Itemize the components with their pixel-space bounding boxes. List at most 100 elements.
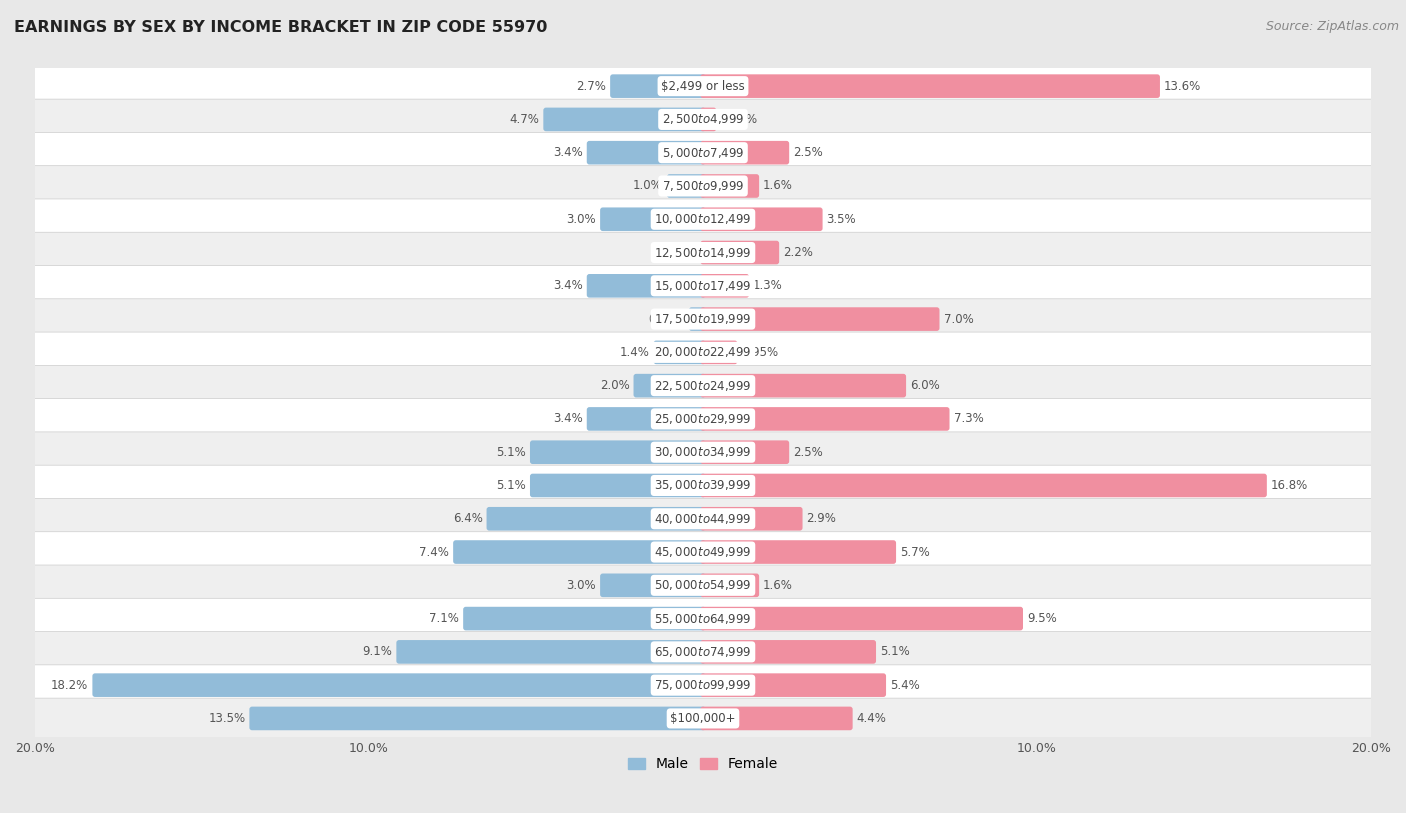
FancyBboxPatch shape	[30, 299, 1376, 339]
Text: 9.1%: 9.1%	[363, 646, 392, 659]
FancyBboxPatch shape	[30, 698, 1376, 739]
FancyBboxPatch shape	[30, 565, 1376, 606]
FancyBboxPatch shape	[700, 606, 1024, 630]
FancyBboxPatch shape	[700, 107, 717, 131]
Text: 1.3%: 1.3%	[754, 280, 783, 293]
Text: $15,000 to $17,499: $15,000 to $17,499	[654, 279, 752, 293]
Text: 2.7%: 2.7%	[576, 80, 606, 93]
FancyBboxPatch shape	[463, 606, 706, 630]
Text: 7.0%: 7.0%	[943, 312, 973, 325]
FancyBboxPatch shape	[30, 632, 1376, 672]
FancyBboxPatch shape	[30, 465, 1376, 506]
FancyBboxPatch shape	[30, 332, 1376, 372]
Text: $75,000 to $99,999: $75,000 to $99,999	[654, 678, 752, 692]
FancyBboxPatch shape	[700, 540, 896, 564]
Text: 13.5%: 13.5%	[208, 712, 246, 725]
FancyBboxPatch shape	[700, 441, 789, 464]
Text: 0.95%: 0.95%	[741, 346, 779, 359]
Text: 13.6%: 13.6%	[1164, 80, 1201, 93]
FancyBboxPatch shape	[93, 673, 706, 697]
FancyBboxPatch shape	[453, 540, 706, 564]
Text: 6.4%: 6.4%	[453, 512, 482, 525]
FancyBboxPatch shape	[530, 441, 706, 464]
FancyBboxPatch shape	[610, 74, 706, 98]
Text: $30,000 to $34,999: $30,000 to $34,999	[654, 446, 752, 459]
Text: 5.1%: 5.1%	[496, 479, 526, 492]
Text: $100,000+: $100,000+	[671, 712, 735, 725]
FancyBboxPatch shape	[666, 174, 706, 198]
Text: 3.4%: 3.4%	[553, 146, 582, 159]
Text: $12,500 to $14,999: $12,500 to $14,999	[654, 246, 752, 259]
Text: 18.2%: 18.2%	[51, 679, 89, 692]
Text: 7.4%: 7.4%	[419, 546, 449, 559]
FancyBboxPatch shape	[700, 407, 949, 431]
Text: 2.5%: 2.5%	[793, 446, 823, 459]
Text: 7.1%: 7.1%	[429, 612, 460, 625]
Text: 1.6%: 1.6%	[763, 180, 793, 193]
FancyBboxPatch shape	[700, 673, 886, 697]
FancyBboxPatch shape	[30, 532, 1376, 572]
FancyBboxPatch shape	[30, 166, 1376, 207]
Text: 1.6%: 1.6%	[763, 579, 793, 592]
Text: EARNINGS BY SEX BY INCOME BRACKET IN ZIP CODE 55970: EARNINGS BY SEX BY INCOME BRACKET IN ZIP…	[14, 20, 547, 35]
Text: 6.0%: 6.0%	[910, 379, 939, 392]
FancyBboxPatch shape	[30, 99, 1376, 140]
Text: $35,000 to $39,999: $35,000 to $39,999	[654, 479, 752, 493]
Text: $10,000 to $12,499: $10,000 to $12,499	[654, 212, 752, 226]
FancyBboxPatch shape	[600, 573, 706, 597]
FancyBboxPatch shape	[530, 474, 706, 498]
FancyBboxPatch shape	[30, 365, 1376, 406]
FancyBboxPatch shape	[700, 174, 759, 198]
Text: $20,000 to $22,499: $20,000 to $22,499	[654, 346, 752, 359]
Text: $55,000 to $64,999: $55,000 to $64,999	[654, 611, 752, 625]
Text: 2.5%: 2.5%	[793, 146, 823, 159]
Text: Source: ZipAtlas.com: Source: ZipAtlas.com	[1265, 20, 1399, 33]
FancyBboxPatch shape	[586, 274, 706, 298]
Text: $2,500 to $4,999: $2,500 to $4,999	[662, 112, 744, 127]
FancyBboxPatch shape	[30, 498, 1376, 539]
FancyBboxPatch shape	[30, 133, 1376, 173]
FancyBboxPatch shape	[586, 407, 706, 431]
FancyBboxPatch shape	[700, 507, 803, 531]
Text: 3.0%: 3.0%	[567, 579, 596, 592]
FancyBboxPatch shape	[30, 432, 1376, 472]
Text: $25,000 to $29,999: $25,000 to $29,999	[654, 412, 752, 426]
FancyBboxPatch shape	[30, 266, 1376, 307]
FancyBboxPatch shape	[249, 706, 706, 730]
FancyBboxPatch shape	[700, 640, 876, 663]
Text: 5.7%: 5.7%	[900, 546, 929, 559]
FancyBboxPatch shape	[700, 141, 789, 164]
FancyBboxPatch shape	[700, 274, 749, 298]
Text: 4.7%: 4.7%	[509, 113, 540, 126]
Legend: Male, Female: Male, Female	[623, 751, 783, 776]
Text: 3.4%: 3.4%	[553, 412, 582, 425]
Text: 3.0%: 3.0%	[567, 213, 596, 226]
FancyBboxPatch shape	[700, 74, 1160, 98]
Text: $65,000 to $74,999: $65,000 to $74,999	[654, 645, 752, 659]
Text: 3.4%: 3.4%	[553, 280, 582, 293]
Text: $5,000 to $7,499: $5,000 to $7,499	[662, 146, 744, 159]
Text: 1.4%: 1.4%	[620, 346, 650, 359]
FancyBboxPatch shape	[700, 706, 852, 730]
FancyBboxPatch shape	[543, 107, 706, 131]
Text: $7,500 to $9,999: $7,500 to $9,999	[662, 179, 744, 193]
FancyBboxPatch shape	[30, 233, 1376, 273]
Text: 5.1%: 5.1%	[880, 646, 910, 659]
FancyBboxPatch shape	[600, 207, 706, 231]
FancyBboxPatch shape	[30, 199, 1376, 240]
FancyBboxPatch shape	[700, 207, 823, 231]
FancyBboxPatch shape	[700, 307, 939, 331]
FancyBboxPatch shape	[700, 374, 905, 398]
Text: 0.0%: 0.0%	[666, 246, 696, 259]
Text: $40,000 to $44,999: $40,000 to $44,999	[654, 511, 752, 526]
Text: 9.5%: 9.5%	[1026, 612, 1057, 625]
Text: 0.34%: 0.34%	[648, 312, 685, 325]
Text: 3.5%: 3.5%	[827, 213, 856, 226]
Text: 2.9%: 2.9%	[807, 512, 837, 525]
FancyBboxPatch shape	[689, 307, 706, 331]
FancyBboxPatch shape	[486, 507, 706, 531]
Text: 4.4%: 4.4%	[856, 712, 887, 725]
FancyBboxPatch shape	[30, 66, 1376, 107]
FancyBboxPatch shape	[700, 573, 759, 597]
FancyBboxPatch shape	[700, 341, 737, 364]
